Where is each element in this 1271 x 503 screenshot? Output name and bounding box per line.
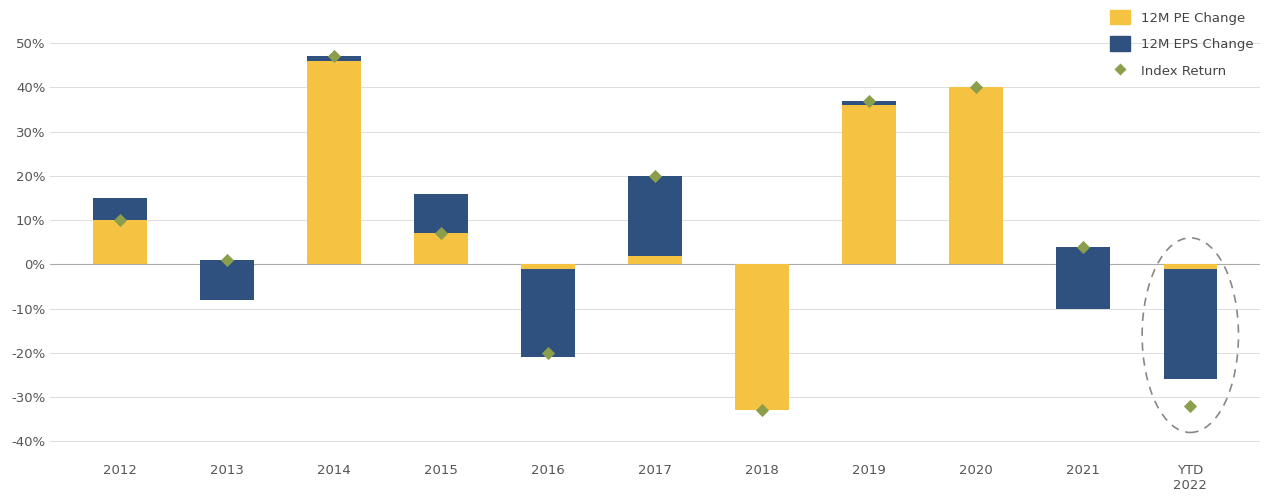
Point [431,229,451,237]
Point [109,216,130,224]
Point [1181,402,1201,410]
Bar [200,265,254,300]
Bar [1056,246,1110,309]
Point [966,83,986,92]
Bar [1163,269,1218,379]
Bar [1056,265,1110,309]
Bar [200,260,254,300]
Point [752,406,773,414]
Bar [93,198,146,265]
Point [216,256,236,264]
Bar [843,105,896,265]
Point [538,349,558,357]
Bar [414,194,468,265]
Bar [414,194,468,233]
Point [644,172,665,180]
Bar [308,56,361,265]
Bar [843,101,896,105]
Bar [308,56,361,61]
Point [859,97,880,105]
Point [324,52,344,60]
Legend: 12M PE Change, 12M EPS Change, Index Return: 12M PE Change, 12M EPS Change, Index Ret… [1111,10,1253,77]
Bar [521,265,574,269]
Bar [736,265,789,410]
Bar [628,256,681,265]
Point [1073,242,1093,250]
Bar [521,269,574,357]
Bar [949,88,1003,265]
Bar [628,176,681,256]
Bar [1163,265,1218,269]
Bar [93,198,146,220]
